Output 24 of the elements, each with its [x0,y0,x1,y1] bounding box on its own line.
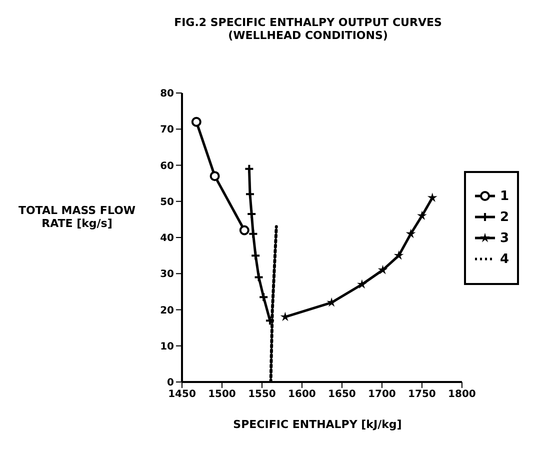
y-tick-label: 10 [160,341,174,352]
legend-label: 2 [500,210,509,224]
x-axis-title: SPECIFIC ENTHALPY [kJ/kg] [232,418,403,431]
x-tick-label: 1500 [208,389,236,400]
legend-label: 4 [500,252,509,266]
x-tick-label: 1650 [328,389,356,400]
x-tick-label: 1450 [168,389,196,400]
y-tick-label: 70 [160,124,174,136]
y-axis-title: TOTAL MASS FLOW RATE [kg/s] [17,204,137,230]
y-tick-label: 20 [160,305,174,316]
legend-label: 1 [500,188,509,204]
y-tick-label: 50 [160,196,174,208]
x-tick-label: 1600 [288,389,316,400]
chart-title: FIG.2 SPECIFIC ENTHALPY OUTPUT CURVES (WELLHEAD CONDITIONS) [173,16,443,42]
y-tick-label: 30 [160,269,174,280]
x-tick-label: 1700 [368,389,396,400]
x-tick-label: 1550 [248,389,276,400]
y-tick-label: 0 [167,378,174,389]
x-tick-label: 1800 [448,389,476,400]
legend-label: 3 [500,230,509,246]
x-tick-label: 1750 [408,389,436,400]
y-tick-label: 40 [160,233,174,244]
y-tick-label: 60 [160,160,174,172]
y-tick-label: 80 [160,88,174,100]
